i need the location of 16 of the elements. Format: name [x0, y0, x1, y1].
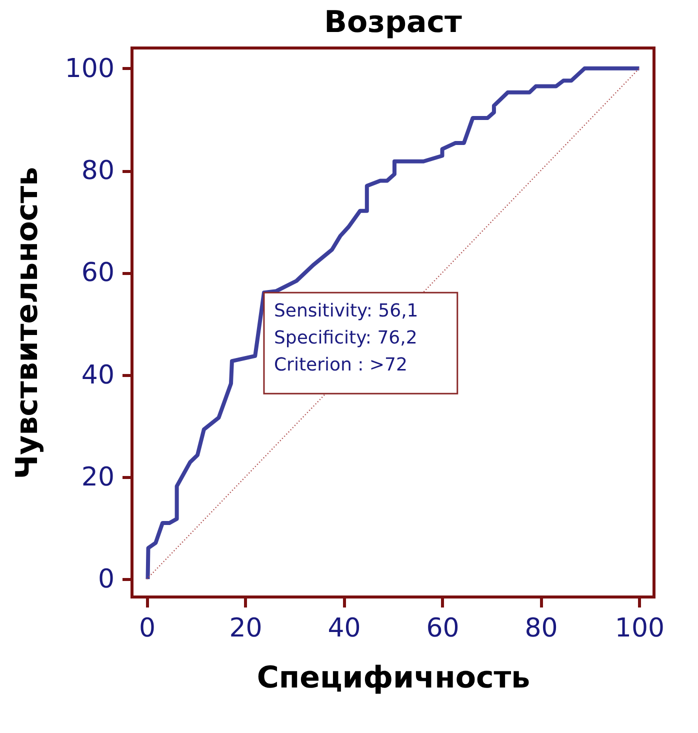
y-tick-label: 60: [81, 258, 114, 288]
y-tick-label: 40: [81, 360, 114, 390]
x-tick-label: 100: [614, 614, 665, 644]
y-tick-label: 20: [81, 462, 114, 492]
y-tick-label: 100: [64, 54, 114, 84]
y-axis-title: Чувствительность: [10, 166, 45, 480]
x-tick-label: 0: [139, 614, 156, 644]
x-axis-title: Специфичность: [256, 660, 530, 696]
x-tick-label: 40: [328, 614, 361, 644]
x-tick-label: 60: [426, 614, 460, 644]
chart-title: Возраст: [324, 5, 463, 40]
annotation: Sensitivity: 56,1 Specificity: 76,2 Criterion : >72: [274, 300, 418, 376]
y-tick-label: 0: [98, 564, 114, 595]
x-tick-label: 80: [524, 614, 558, 644]
y-tick-label: 80: [81, 156, 114, 186]
x-tick-label: 20: [229, 614, 262, 644]
